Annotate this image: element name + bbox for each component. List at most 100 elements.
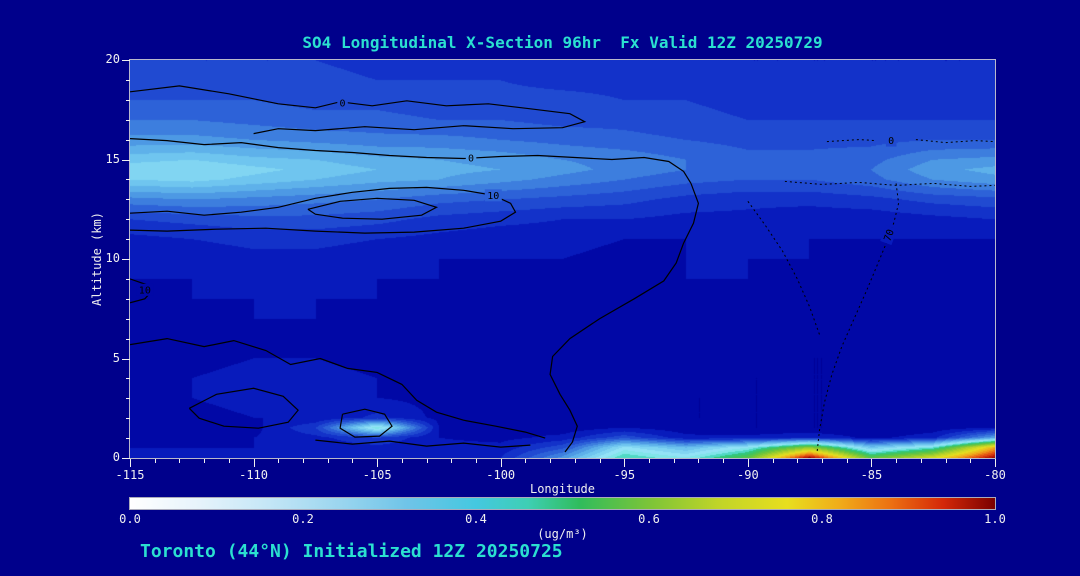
y-tick-mark [122,458,130,459]
colorbar [129,497,996,510]
x-minor-tick [401,459,403,463]
chart-title: SO4 Longitudinal X-Section 96hr Fx Valid… [302,33,823,52]
y-tick-mark [122,159,130,161]
y-minor-tick [126,179,130,181]
x-minor-tick [179,459,181,463]
contour-line [130,186,517,234]
contour-label-bg [465,151,477,164]
x-axis-label: Longitude [529,482,596,496]
contour-label-bg [484,189,502,202]
x-minor-tick [451,459,453,463]
x-tick-mark [130,459,131,467]
y-minor-tick [126,398,130,400]
contour-label-bg [880,225,898,246]
colorbar-tick-label: 1.0 [984,512,1006,526]
y-tick-mark [122,259,130,260]
contour-label-bg [885,134,897,147]
contour-line [549,183,700,453]
x-tick-mark [995,459,996,467]
heatmap-canvas [130,60,995,458]
x-tick-mark [377,459,379,467]
x-tick-mark [871,459,873,467]
contour-label: 0 [468,153,474,164]
x-tick-label: -80 [984,468,1006,482]
y-minor-tick [126,298,130,300]
contour-label: 0 [340,98,346,109]
y-minor-tick [126,119,130,121]
x-minor-tick [476,459,477,463]
contour-line [130,138,692,184]
y-minor-tick [126,199,130,201]
x-minor-tick [426,459,428,463]
x-minor-tick [303,459,304,463]
contour-label: 70 [882,228,896,243]
contour-line [130,337,546,439]
x-tick-label: -110 [239,468,269,482]
x-minor-tick [772,459,774,463]
contour-line [915,139,995,144]
contour-line [784,180,995,187]
y-tick-label: 15 [105,151,120,166]
colorbar-tick-label: 0.4 [465,512,487,526]
y-minor-tick [126,79,130,81]
contour-line [826,139,877,143]
x-minor-tick [278,459,280,463]
y-tick-mark [122,358,130,360]
contour-line [747,201,820,335]
contour-label-bg [136,283,154,296]
y-minor-tick [126,338,130,340]
y-tick-mark [122,60,130,61]
x-minor-tick [920,459,922,463]
x-minor-tick [723,459,725,463]
x-tick-label: -85 [860,468,883,482]
y-tick-label: 10 [105,251,120,265]
x-minor-tick [525,459,527,463]
x-minor-tick [673,459,675,463]
contour-line [339,408,393,438]
contour-line [315,439,531,448]
contour-label: 0 [888,136,894,147]
x-minor-tick [822,459,823,463]
x-tick-label: -100 [486,468,516,482]
y-minor-tick [126,438,130,440]
y-minor-tick [126,139,130,141]
colorbar-tick-label: 0.2 [292,512,314,526]
x-tick-mark [747,459,749,467]
y-minor-tick [126,239,130,241]
x-tick-mark [500,459,502,467]
colorbar-tick-label: 0.8 [811,512,833,526]
x-tick-label: -90 [737,468,759,482]
x-minor-tick [352,459,354,463]
colorbar-tick-label: 0.6 [638,512,660,526]
x-tick-label: -115 [115,468,145,482]
y-minor-tick [126,378,130,380]
x-minor-tick [204,459,206,463]
x-tick-label: -95 [613,468,636,482]
x-minor-tick [228,459,230,463]
contour-overlay: 0 0 10 10 70 0 [130,85,995,453]
y-minor-tick [126,219,130,221]
x-minor-tick [896,459,898,463]
contour-line [188,387,299,429]
x-minor-tick [649,459,650,463]
footer-text: Toronto (44°N) Initialized 12Z 20250725 [140,541,563,562]
x-minor-tick [945,459,947,463]
y-minor-tick [126,418,130,420]
contour-line [307,197,439,220]
x-tick-mark [624,459,626,467]
x-tick-mark [253,459,255,467]
y-minor-tick [126,318,130,320]
colorbar-units-label: (ug/m³) [537,527,588,541]
x-minor-tick [698,459,700,463]
y-minor-tick [126,99,130,101]
y-tick-label: 5 [112,350,120,365]
y-tick-label: 0 [112,450,120,464]
contour-line [816,183,900,453]
x-minor-tick [550,459,552,463]
plot-area: 0 0 10 10 70 0 [129,59,996,459]
x-minor-tick [154,459,156,463]
x-minor-tick [846,459,848,463]
contour-label: 10 [139,285,151,296]
y-minor-tick [126,278,130,280]
